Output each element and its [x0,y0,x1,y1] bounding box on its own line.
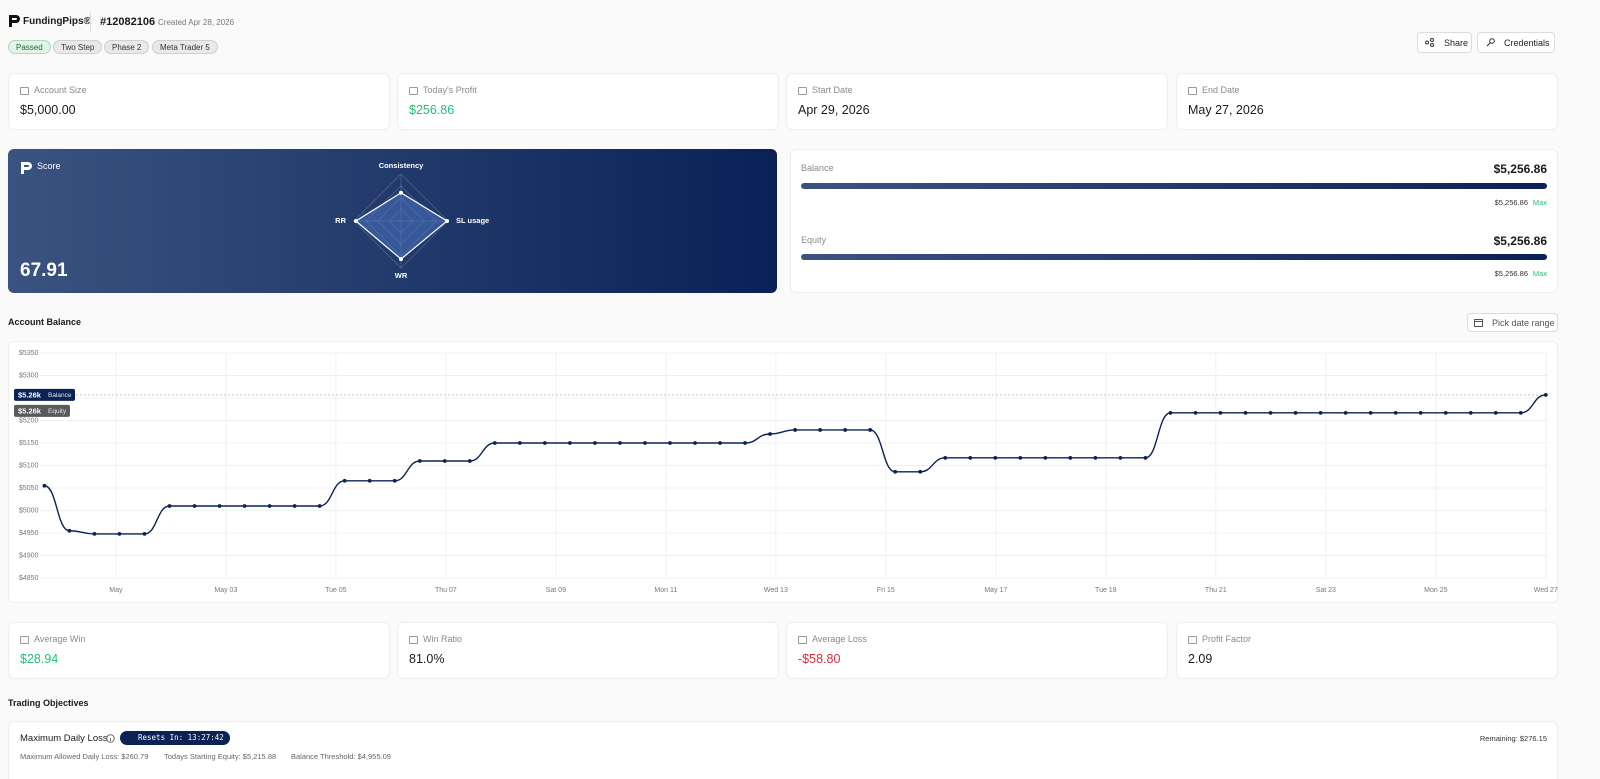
stat-card [8,622,390,679]
score-value: 67.91 [20,260,68,281]
stat-icon [1188,636,1197,644]
stat-value: $28.94 [20,652,59,666]
stat-value: Apr 29, 2026 [798,103,870,117]
stat-icon [798,636,807,644]
calendar-icon [1474,319,1483,327]
score-logo [21,162,32,174]
credentials-button[interactable]: Credentials [1477,32,1555,53]
equity-value: $5,256.86 [1493,234,1547,248]
brand-logo [9,15,20,27]
balance-value: $5,256.86 [1493,162,1547,176]
balance-card [790,149,1558,293]
stat-card [397,73,779,130]
score-card [8,149,777,293]
equity-bar [801,254,1547,260]
stat-icon [20,87,29,95]
stat-label: Today's Profit [423,85,477,95]
account-id: #12082106 [100,16,156,28]
date-range-button[interactable]: Pick date range [1467,313,1558,332]
objective-detail: Balance Threshold: $4,955.09 [291,752,391,761]
info-icon [106,734,115,743]
equity-max-value: $5,256.86 [1494,269,1528,278]
chart-card [8,341,1558,603]
share-icon [1425,38,1434,47]
balance-bar [801,183,1547,189]
objective-title: Maximum Daily Loss [20,733,108,744]
stat-label: Profit Factor [1202,634,1252,644]
reset-timer: Resets In: 13:27:42 [120,731,230,745]
stat-label: Average Win [34,634,86,644]
tag: Meta Trader 5 [152,40,218,54]
stat-label: Win Ratio [423,634,463,644]
stat-card [786,622,1168,679]
balance-label: Balance [801,163,834,173]
brand-name: FundingPips® [23,16,91,27]
section-title: Trading Objectives [8,698,89,708]
created-date: Created Apr 28, 2026 [158,18,235,27]
stat-value: $256.86 [409,103,455,117]
stat-card [397,622,779,679]
stat-card [786,73,1168,130]
tag: Phase 2 [104,40,150,54]
stat-icon [409,636,418,644]
tag: Passed [8,40,51,54]
key-icon [1486,38,1495,47]
stat-label: Start Date [812,85,853,95]
stat-card [1176,73,1558,130]
share-button[interactable]: Share [1417,32,1472,53]
tag: Two Step [53,40,103,54]
stat-value: 81.0% [409,652,445,666]
stat-label: Average Loss [812,634,867,644]
balance-max-label: Max [1532,198,1547,207]
stat-card [8,73,390,130]
stat-value: 2.09 [1188,652,1213,666]
equity-label: Equity [801,235,827,245]
stat-icon [1188,87,1197,95]
objective-card [8,721,1558,779]
stat-icon [409,87,418,95]
balance-max-value: $5,256.86 [1494,198,1528,207]
objective-detail: Maximum Allowed Daily Loss: $260.79 [20,752,149,761]
stat-icon [798,87,807,95]
equity-max-label: Max [1532,269,1547,278]
divider [90,12,91,32]
section-title: Account Balance [8,317,82,327]
stat-value: May 27, 2026 [1188,103,1264,117]
objective-detail: Todays Starting Equity: $5,215.88 [164,752,277,761]
stat-card [1176,622,1558,679]
stat-value: $5,000.00 [20,103,76,117]
stat-value: -$58.80 [798,652,841,666]
stat-label: End Date [1202,85,1240,95]
stat-label: Account Size [34,85,87,95]
score-title: Score [37,161,61,171]
stat-icon [20,636,29,644]
remaining: Remaining: $276.15 [1479,734,1547,743]
